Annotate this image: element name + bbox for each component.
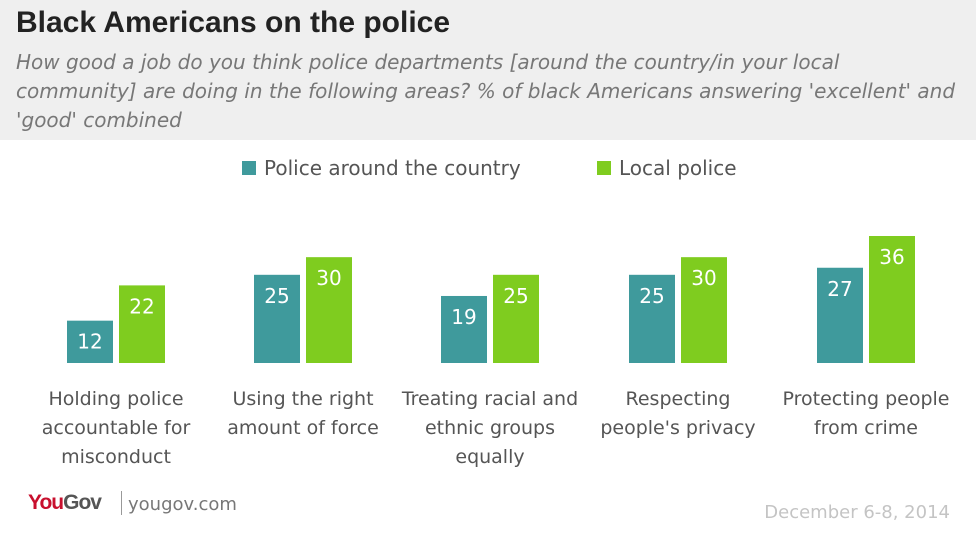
data-label-local-4: 36 <box>879 245 904 269</box>
bar-local-0 <box>119 285 165 363</box>
legend-item-local: Local police <box>597 156 737 180</box>
category-label-2: Treating racial and ethnic groups equally <box>401 388 578 468</box>
chart-subtitle: How good a job do you think police depar… <box>16 50 956 132</box>
data-label-local-1: 30 <box>316 266 341 290</box>
legend-label-country: Police around the country <box>264 156 521 180</box>
data-label-country-2: 19 <box>451 305 476 329</box>
legend-swatch-country <box>242 161 256 175</box>
legend-swatch-local <box>597 161 611 175</box>
data-label-country-0: 12 <box>77 330 102 354</box>
data-label-country-1: 25 <box>264 284 289 308</box>
bar-local-1 <box>306 257 352 363</box>
bar-country-4 <box>817 267 863 363</box>
legend-label-local: Local police <box>619 156 737 180</box>
bar-country-3 <box>629 274 675 363</box>
footer-site: yougov.com <box>128 494 237 515</box>
bar-country-2 <box>441 295 487 363</box>
data-label-local-2: 25 <box>503 284 528 308</box>
bar-local-4 <box>869 236 915 363</box>
bar-local-3 <box>681 257 727 363</box>
data-label-country-4: 27 <box>827 277 852 301</box>
data-label-local-3: 30 <box>691 266 716 290</box>
category-label-1: Using the right amount of force <box>227 388 379 439</box>
bar-country-0 <box>67 320 113 363</box>
data-label-local-0: 22 <box>129 294 154 318</box>
footer-divider <box>121 491 122 515</box>
footer-date: December 6-8, 2014 <box>764 502 950 523</box>
bar-local-2 <box>493 274 539 363</box>
category-label-3: Respecting people's privacy <box>600 388 755 439</box>
bar-country-1 <box>254 274 300 363</box>
header-band <box>0 0 976 140</box>
legend-item-country: Police around the country <box>242 156 521 180</box>
category-label-4: Protecting people from crime <box>782 388 949 439</box>
yougov-logo: YouGov <box>28 491 102 514</box>
chart-title: Black Americans on the police <box>16 6 451 39</box>
data-label-country-3: 25 <box>639 284 664 308</box>
category-label-0: Holding police accountable for misconduct <box>42 388 191 468</box>
